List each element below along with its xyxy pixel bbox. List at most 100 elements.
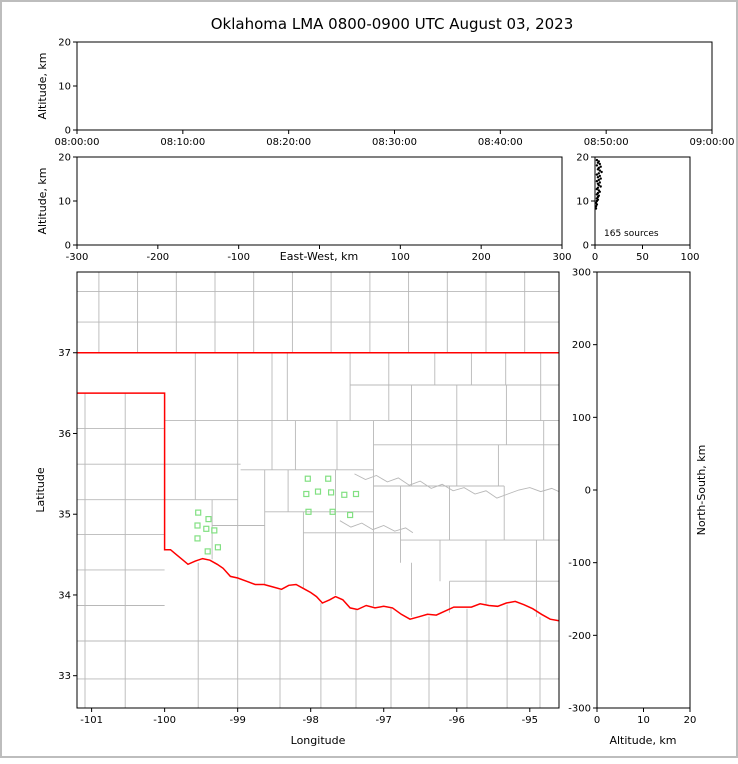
x-tick-label: 08:40:00 [478,137,523,148]
x-tick-label: 08:00:00 [55,137,100,148]
x-tick-label: 10 [637,715,650,726]
y-tick-label: 0 [585,486,591,497]
y-tick-label: 100 [572,413,591,424]
histogram-dot [599,185,602,188]
y-tick-label: 20 [58,153,71,164]
panel-plan-view [76,271,560,709]
histogram-dot [596,168,600,171]
histogram-dot [598,169,601,172]
lma-source-point [214,544,221,551]
y-tick-label: 20 [576,153,589,164]
histogram-dot [599,177,602,180]
histogram-dot [600,170,603,174]
x-tick-label: 100 [680,252,699,263]
y-tick-label: -200 [568,631,591,642]
x-tick-label: 08:10:00 [160,137,205,148]
x-tick-label: 100 [391,252,410,263]
panel-ew-height [76,156,563,246]
river-line [354,473,559,499]
y-tick-label: -300 [568,704,591,715]
y-tick-label: 35 [58,510,71,521]
histogram-dot [598,162,601,166]
y-tick-label: 200 [572,340,591,351]
x-tick-label: -98 [303,715,319,726]
x-tick-label: 20 [684,715,697,726]
plan-view-xlabel: Longitude [291,734,346,747]
lma-source-point [205,515,212,523]
lma-source-point [341,491,348,498]
lma-source-point [314,488,322,495]
map-layer [77,272,559,708]
x-tick-label: 50 [636,252,649,263]
x-tick-label: -95 [522,715,538,726]
lma-source-point [203,525,210,532]
x-tick-label: -200 [146,252,169,263]
x-tick-label: 200 [472,252,491,263]
y-tick-label: 10 [576,197,589,208]
histogram-dot [599,165,602,168]
y-tick-label: 10 [58,82,71,93]
ew-height-ylabel: Altitude, km [36,167,49,234]
x-tick-label: -99 [229,715,245,726]
ns-height-ylabel: North-South, km [695,445,708,536]
y-tick-label: 0 [583,241,589,252]
river-line [339,520,414,534]
histogram-dot [595,199,599,203]
x-tick-label: 08:50:00 [584,137,629,148]
histogram-dot [598,190,601,193]
histogram-dot [596,176,600,179]
lma-source-point [305,508,312,515]
histogram-dot [595,164,599,167]
lma-source-point [329,508,336,515]
x-tick-label: -96 [449,715,465,726]
y-tick-label: 0 [65,126,71,137]
y-tick-label: 37 [58,348,71,359]
x-tick-label: 09:00:00 [690,137,735,148]
source-count-annotation: 165 sources [604,229,659,239]
y-tick-label: 10 [58,197,71,208]
plan-view-ylabel: Latitude [34,467,47,513]
lma-source-point [194,535,201,542]
x-tick-label: -97 [376,715,392,726]
x-tick-label: 08:20:00 [266,137,311,148]
histogram-dot [595,173,599,176]
y-tick-label: -100 [568,558,591,569]
histogram-dot [595,180,599,183]
lma-source-point [352,490,360,498]
lma-source-point [211,527,218,534]
state-boundary-line [77,392,559,622]
y-tick-label: 20 [58,38,71,49]
lma-source-point [304,475,311,482]
x-tick-label: -300 [66,252,89,263]
time-height-ylabel: Altitude, km [36,52,49,119]
x-tick-label: 300 [552,252,571,263]
x-tick-label: 08:30:00 [372,137,417,148]
histogram-dot [598,181,601,184]
histogram-dot [598,174,601,178]
histogram-dot [596,161,600,164]
plot-title: Oklahoma LMA 0800-0900 UTC August 03, 20… [211,15,574,33]
y-tick-label: 0 [65,241,71,252]
x-tick-label: 0 [592,252,598,263]
lma-source-point [347,511,354,519]
histogram-dot [595,203,599,206]
histogram-dot [595,158,599,162]
y-tick-label: 33 [58,671,71,682]
histogram-dot [595,193,599,196]
x-tick-label: 0 [594,715,600,726]
lma-source-point [204,548,211,555]
y-tick-label: 300 [572,268,591,279]
y-tick-label: 34 [58,590,71,601]
lma-source-point [195,509,202,516]
histogram-dot [597,184,600,187]
x-tick-label: -100 [227,252,250,263]
x-tick-label: -101 [80,715,103,726]
lma-source-point [303,490,310,498]
ew-height-xlabel: East-West, km [280,250,358,263]
lma-source-point [325,475,332,482]
x-tick-label: -100 [153,715,176,726]
y-tick-label: 36 [58,429,71,440]
ticks-layer: 08:00:00 08:10:00 08:20:00 08:30:00 08:40:00… [55,38,735,727]
